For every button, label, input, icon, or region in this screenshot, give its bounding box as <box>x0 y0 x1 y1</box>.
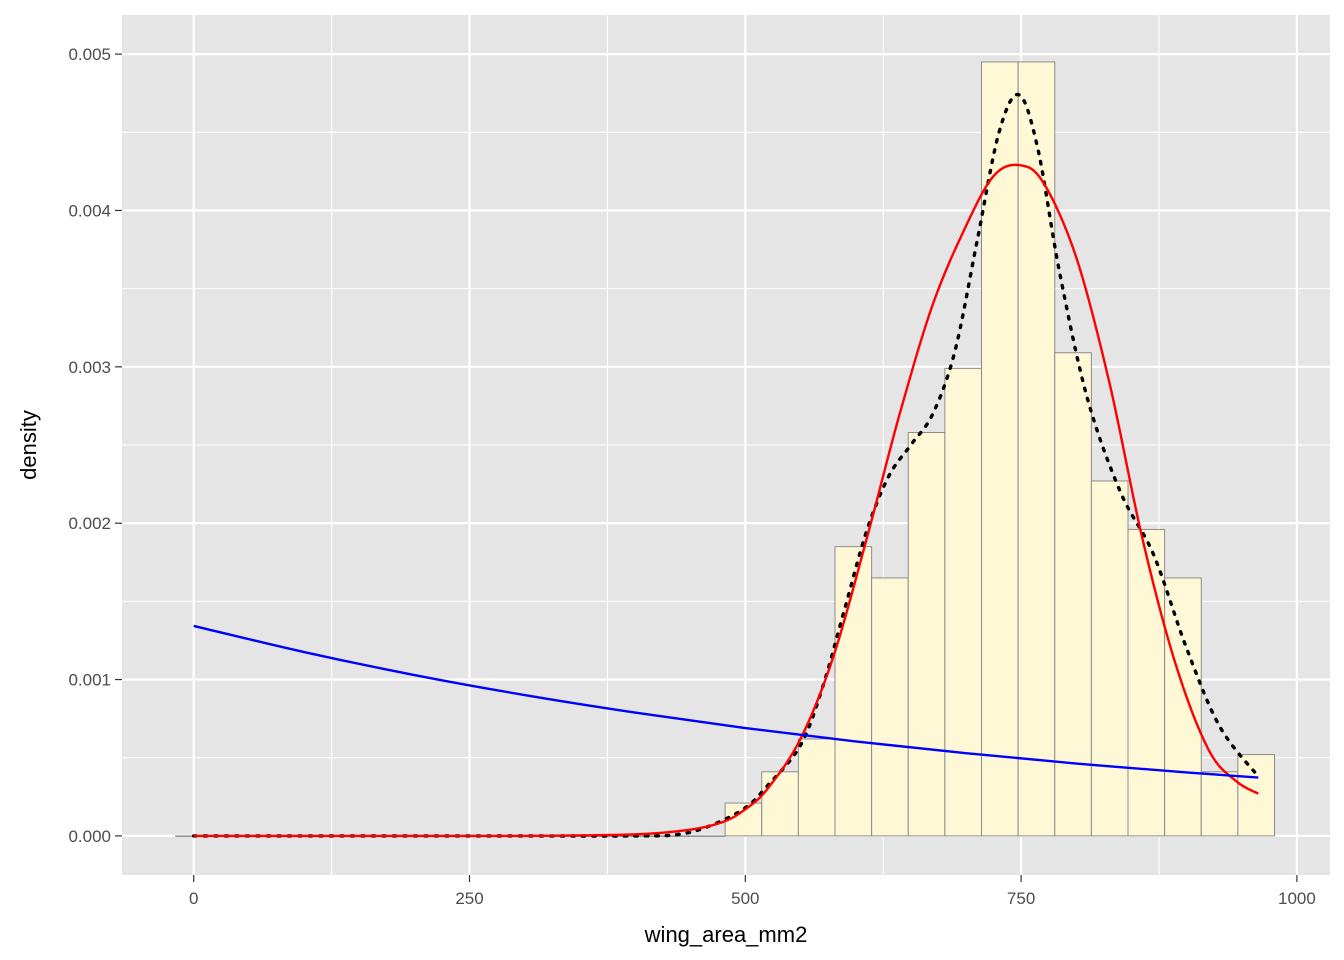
y-tick-label: 0.004 <box>68 201 111 220</box>
histogram-bar <box>1054 352 1092 837</box>
fit-curves <box>192 92 1260 838</box>
x-tick-label: 750 <box>1007 889 1035 908</box>
y-axis-title: density <box>16 410 41 480</box>
kde-density-curve <box>192 92 1260 838</box>
x-tick-label: 1000 <box>1278 889 1316 908</box>
exponential-fit-curve <box>193 624 1259 779</box>
histogram-bar <box>1127 528 1166 837</box>
histogram-bar <box>907 431 946 837</box>
x-tick-label: 250 <box>455 889 483 908</box>
y-tick-label: 0.000 <box>68 827 111 846</box>
histogram-bar <box>1090 480 1129 837</box>
x-axis-tick-labels: 0 250 500 750 1000 <box>189 889 1316 908</box>
x-tick-label: 500 <box>731 889 759 908</box>
y-axis-tick-labels: 0.000 0.001 0.002 0.003 0.004 0.005 <box>68 45 111 846</box>
histogram-bar <box>834 546 873 837</box>
histogram-bar <box>1200 771 1239 837</box>
normal-fit-curve <box>193 163 1259 838</box>
histogram-bar <box>1237 754 1276 837</box>
x-tick-label: 0 <box>189 889 198 908</box>
histogram-bar <box>797 738 836 837</box>
x-axis-title: wing_area_mm2 <box>644 922 808 947</box>
y-tick-label: 0.001 <box>68 671 111 690</box>
axis-ticks <box>115 53 1298 882</box>
y-tick-label: 0.005 <box>68 45 111 64</box>
histogram-bar <box>871 577 909 837</box>
histogram-bar <box>1164 577 1202 837</box>
histogram-bar <box>687 835 726 837</box>
histogram-bar <box>761 771 799 837</box>
y-tick-label: 0.003 <box>68 358 111 377</box>
histogram-bars <box>175 61 1276 837</box>
histogram-bar <box>981 61 1019 837</box>
y-tick-label: 0.002 <box>68 514 111 533</box>
histogram-bar <box>1017 61 1056 837</box>
histogram-bar <box>944 367 983 837</box>
